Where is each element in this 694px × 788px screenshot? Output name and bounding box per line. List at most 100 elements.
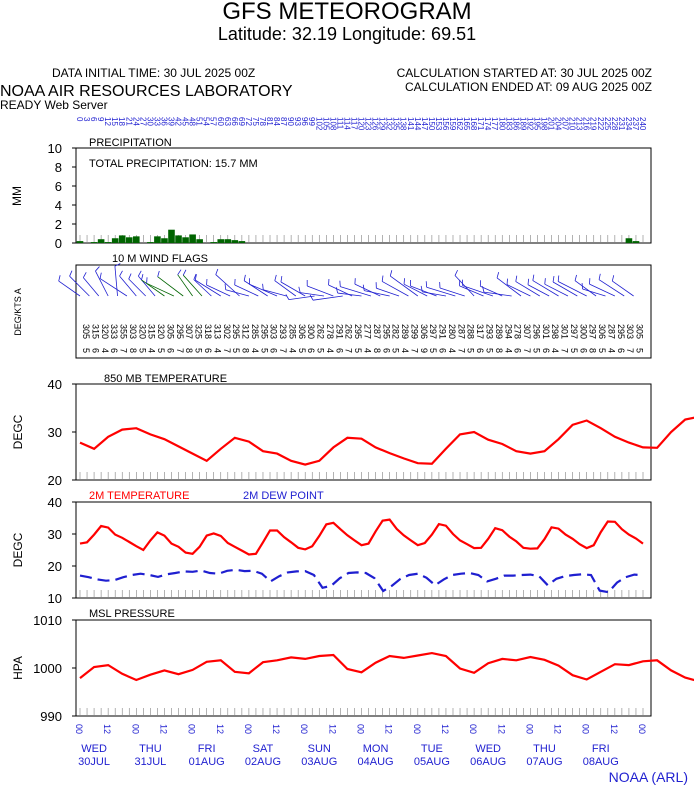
x-hour-label: 00 bbox=[468, 724, 478, 734]
wind-speed-label: 5 bbox=[194, 348, 204, 353]
calc-ended: CALCULATION ENDED AT: 09 AUG 2025 00Z bbox=[405, 80, 652, 94]
wind-speed-label: 7 bbox=[119, 348, 129, 353]
wind-direction-label: 313 bbox=[212, 324, 222, 339]
wind-speed-label: 5 bbox=[156, 348, 166, 353]
x-day-dow: SUN bbox=[308, 743, 331, 755]
wind-flag bbox=[454, 275, 475, 297]
precip-bar bbox=[133, 236, 140, 243]
wind-flag bbox=[307, 285, 334, 297]
x-hour-label: 12 bbox=[327, 724, 337, 734]
wind-barb bbox=[141, 274, 144, 281]
wind-flag bbox=[381, 281, 409, 297]
wind-direction-label: 303 bbox=[269, 324, 279, 339]
forecast-hour-label: 69 bbox=[237, 117, 246, 126]
forecast-hour-label: 81 bbox=[265, 117, 274, 126]
wind-speed-label: 4 bbox=[100, 348, 110, 353]
forecast-hour-label: 78 bbox=[258, 117, 267, 126]
wind-speed-label: 5 bbox=[466, 348, 476, 353]
precip-bar bbox=[154, 236, 161, 243]
precip-bar bbox=[161, 238, 168, 243]
t850-panel: 850 MB TEMPERATURE DEGC 20 30 40 bbox=[11, 373, 694, 488]
forecast-hour-label: 132 bbox=[385, 117, 394, 131]
wind-flag bbox=[182, 274, 203, 297]
forecast-hour-label: 54 bbox=[202, 117, 211, 126]
credit-link[interactable]: NOAA (ARL) bbox=[608, 769, 688, 785]
wind-direction-label: 291 bbox=[438, 324, 448, 339]
y-tick-label: 1010 bbox=[33, 613, 62, 628]
precip-total: TOTAL PRECIPITATION: 15.7 MM bbox=[89, 158, 258, 170]
wind-direction-label: 312 bbox=[241, 324, 251, 339]
wind-barb bbox=[544, 278, 546, 285]
wind-barb bbox=[82, 272, 87, 278]
wind-speed-label: 5 bbox=[597, 348, 607, 353]
forecast-hour-label: 3 bbox=[82, 117, 91, 122]
precip-bar bbox=[90, 242, 98, 243]
wind-speed-label: 7 bbox=[278, 348, 288, 353]
wind-barb bbox=[215, 268, 219, 275]
wind-flag bbox=[483, 291, 512, 297]
t2m-ylabel: DEGC bbox=[11, 532, 25, 567]
wind-barb bbox=[69, 270, 73, 277]
wind-flag bbox=[439, 287, 465, 297]
wind-frame bbox=[75, 264, 652, 359]
wind-speed-label: 7 bbox=[344, 348, 354, 353]
x-hour-label: 00 bbox=[299, 724, 309, 734]
wind-flag bbox=[58, 280, 81, 297]
x-day-dow: THU bbox=[139, 743, 162, 755]
x-day-dow: WED bbox=[475, 743, 501, 755]
wind-direction-label: 294 bbox=[503, 324, 513, 339]
x-hour-label: 00 bbox=[581, 724, 591, 734]
wind-speed-label: 4 bbox=[606, 348, 616, 353]
wind-speed-label: 5 bbox=[81, 348, 91, 353]
wind-speed-label: 5 bbox=[353, 348, 363, 353]
y-tick-label: 20 bbox=[48, 559, 62, 574]
wind-speed-label: 5 bbox=[569, 348, 579, 353]
x-day-date: 07AUG bbox=[526, 756, 562, 768]
wind-speed-label: 4 bbox=[212, 348, 222, 353]
wind-flag bbox=[552, 281, 578, 297]
wind-barb bbox=[389, 270, 393, 277]
precip-y-ticks: 0 2 4 6 8 10 bbox=[48, 141, 76, 251]
t850-title: 850 MB TEMPERATURE bbox=[104, 373, 227, 385]
forecast-hour-label: 171 bbox=[476, 117, 485, 131]
wind-barb bbox=[157, 270, 160, 277]
forecast-hour-label: 72 bbox=[244, 117, 253, 126]
wind-flag bbox=[69, 275, 90, 297]
precip-frame bbox=[75, 147, 652, 244]
x-hour-label: 12 bbox=[496, 724, 506, 734]
x-day-date: 30JUL bbox=[78, 756, 110, 768]
wind-direction-label: 289 bbox=[494, 324, 504, 339]
forecast-hour-label: 195 bbox=[532, 117, 541, 131]
wind-speed-label: 6 bbox=[90, 348, 100, 353]
wind-speed-label: 4 bbox=[325, 348, 335, 353]
wind-speed-label: 9 bbox=[419, 348, 429, 353]
wind-direction-label: 303 bbox=[128, 324, 138, 339]
forecast-hour-label: 66 bbox=[230, 117, 239, 126]
wind-flag bbox=[114, 266, 118, 297]
wind-flag bbox=[354, 283, 381, 297]
wind-flag bbox=[422, 291, 447, 297]
wind-direction-label: 291 bbox=[334, 324, 344, 339]
wind-speed-label: 5 bbox=[137, 348, 147, 353]
wind-speed-label: 4 bbox=[550, 348, 560, 353]
y-tick-label: 40 bbox=[48, 495, 62, 510]
wind-direction-label: 320 bbox=[156, 324, 166, 339]
wind-speed-label: 5 bbox=[316, 348, 326, 353]
precip-bar bbox=[104, 242, 112, 243]
forecast-hour-label: 102 bbox=[314, 117, 323, 131]
wind-speed-label: 6 bbox=[541, 348, 551, 353]
wind-direction-label: 317 bbox=[475, 324, 485, 339]
x-day-date: 02AUG bbox=[245, 756, 281, 768]
x-day-dow: FRI bbox=[198, 743, 216, 755]
wind-barb bbox=[557, 275, 560, 282]
precip-bar bbox=[632, 241, 640, 243]
wind-direction-label: 297 bbox=[428, 324, 438, 339]
forecast-hour-label: 141 bbox=[406, 117, 415, 131]
wind-direction-label: 296 bbox=[531, 324, 541, 339]
x-day-dow: WED bbox=[81, 743, 107, 755]
wind-barb bbox=[58, 275, 61, 282]
wind-direction-label: 287 bbox=[372, 324, 382, 339]
forecast-hour-label: 228 bbox=[610, 117, 619, 131]
x-day-date: 03AUG bbox=[301, 756, 337, 768]
wind-direction-label: 262 bbox=[316, 324, 326, 339]
